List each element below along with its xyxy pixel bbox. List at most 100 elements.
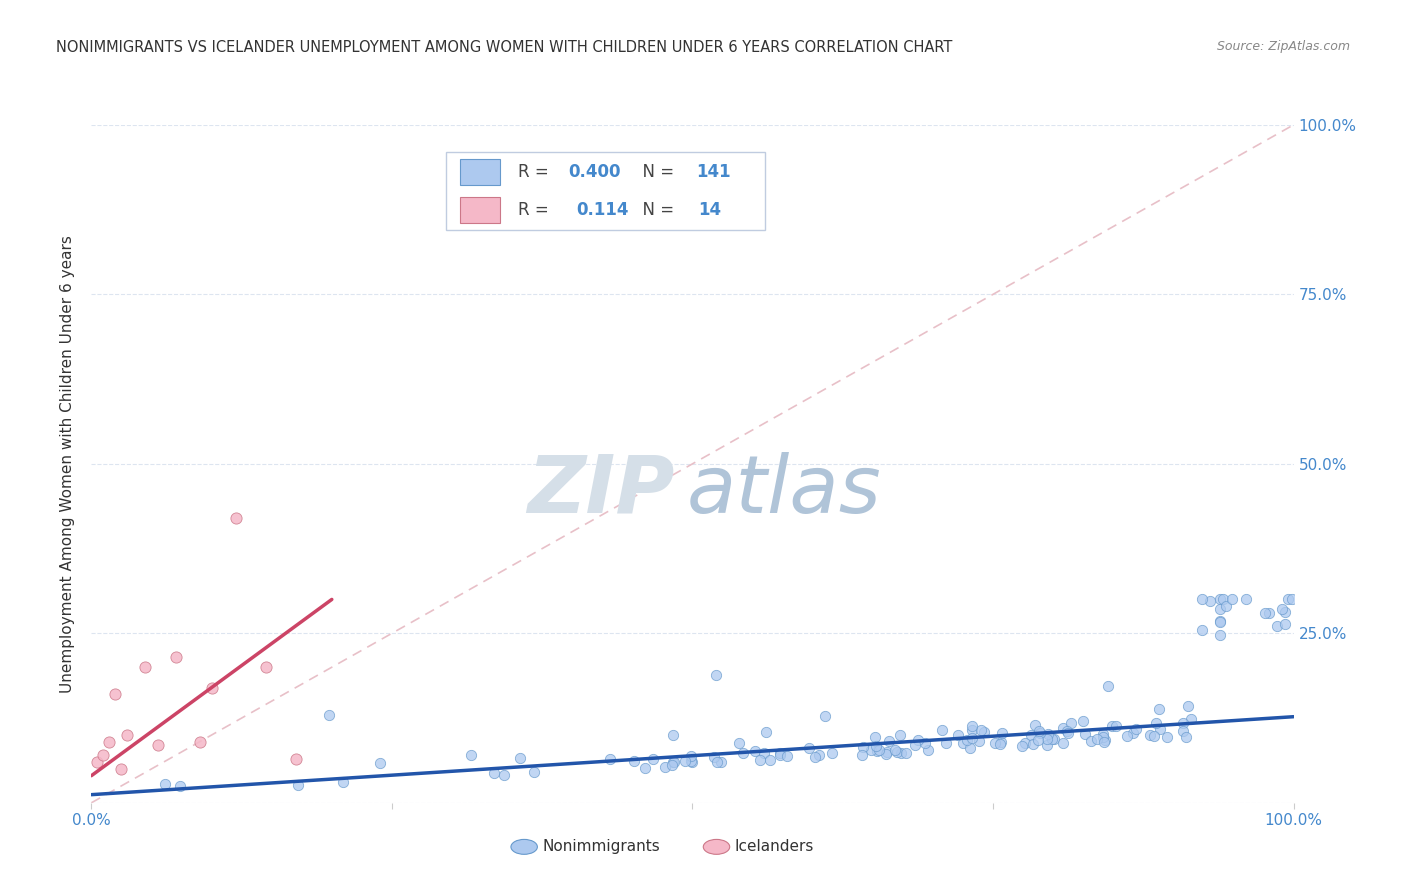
Point	[1122, 726, 1144, 740]
Point	[1019, 728, 1042, 742]
Point	[110, 762, 132, 776]
Point	[188, 735, 211, 749]
Point	[1014, 736, 1036, 750]
Point	[1171, 724, 1194, 739]
Point	[866, 744, 889, 758]
Bar	[446, 152, 765, 230]
Point	[1215, 599, 1237, 613]
Point	[1267, 618, 1289, 632]
Point	[1028, 726, 1050, 740]
Point	[807, 747, 830, 762]
Point	[1271, 602, 1294, 616]
Point	[914, 736, 936, 750]
Point	[1177, 698, 1199, 713]
Point	[664, 755, 686, 769]
Point	[681, 754, 703, 768]
Point	[623, 754, 645, 768]
Point	[1043, 732, 1066, 747]
Text: R =: R =	[519, 162, 554, 181]
Point	[868, 743, 890, 757]
Point	[917, 743, 939, 757]
Text: 14: 14	[699, 202, 721, 219]
Point	[318, 708, 340, 723]
Point	[460, 747, 482, 762]
Point	[1056, 724, 1078, 739]
Point	[681, 755, 703, 769]
Point	[875, 747, 897, 762]
Point	[643, 751, 665, 765]
Point	[165, 650, 187, 665]
Point	[332, 775, 354, 789]
Point	[1198, 594, 1220, 608]
Point	[494, 768, 516, 782]
Point	[956, 733, 979, 747]
Point	[661, 728, 683, 742]
Point	[1101, 719, 1123, 733]
Y-axis label: Unemployment Among Women with Children Under 6 years: Unemployment Among Women with Children U…	[60, 235, 76, 693]
Point	[748, 753, 770, 767]
Point	[859, 743, 882, 757]
Point	[1097, 679, 1119, 693]
Bar	[460, 197, 501, 223]
Point	[960, 719, 983, 733]
Point	[706, 756, 728, 770]
Point	[673, 754, 696, 768]
Point	[1208, 614, 1230, 628]
Point	[661, 758, 683, 772]
Point	[1060, 715, 1083, 730]
Point	[1149, 722, 1171, 736]
Point	[851, 747, 873, 762]
Point	[1171, 715, 1194, 730]
Point	[1056, 725, 1078, 739]
Text: R =: R =	[519, 202, 560, 219]
Point	[86, 755, 108, 769]
Point	[1254, 607, 1277, 621]
Point	[988, 737, 1011, 751]
Point	[662, 755, 685, 769]
Point	[201, 681, 224, 695]
Point	[1091, 727, 1114, 741]
Point	[970, 723, 993, 737]
Point	[1209, 592, 1232, 607]
Point	[1125, 722, 1147, 736]
Point	[879, 733, 901, 747]
Point	[1209, 628, 1232, 642]
Point	[1105, 719, 1128, 733]
Point	[727, 736, 749, 750]
Point	[98, 735, 121, 749]
Point	[907, 733, 929, 747]
Point	[904, 738, 927, 752]
Point	[776, 749, 799, 764]
Point	[1040, 731, 1063, 746]
Point	[935, 736, 957, 750]
Point	[146, 738, 169, 752]
Text: N =: N =	[633, 162, 679, 181]
Point	[104, 687, 127, 701]
Point	[482, 765, 505, 780]
Point	[890, 746, 912, 760]
Point	[959, 741, 981, 756]
Point	[1080, 734, 1102, 748]
Point	[1024, 718, 1046, 732]
Point	[852, 740, 875, 755]
Text: 0.400: 0.400	[568, 162, 621, 181]
Point	[1234, 592, 1257, 607]
Point	[984, 736, 1007, 750]
Point	[1074, 727, 1097, 741]
Point	[1156, 730, 1178, 744]
Point	[759, 753, 782, 767]
Point	[1091, 730, 1114, 744]
Point	[1071, 714, 1094, 728]
Point	[804, 749, 827, 764]
Text: Nonimmigrants: Nonimmigrants	[543, 839, 659, 855]
Point	[1175, 730, 1198, 744]
Point	[1149, 702, 1171, 716]
Text: NONIMMIGRANTS VS ICELANDER UNEMPLOYMENT AMONG WOMEN WITH CHILDREN UNDER 6 YEARS : NONIMMIGRANTS VS ICELANDER UNEMPLOYMENT …	[56, 40, 953, 55]
Point	[865, 739, 887, 753]
Point	[368, 756, 391, 771]
Text: Source: ZipAtlas.com: Source: ZipAtlas.com	[1216, 40, 1350, 54]
Point	[1036, 732, 1059, 747]
Point	[1209, 602, 1232, 616]
Point	[1022, 737, 1045, 751]
Point	[1191, 592, 1213, 607]
